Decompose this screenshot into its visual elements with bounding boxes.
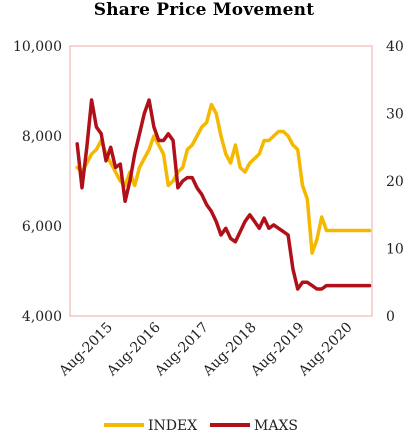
legend-label-maxs: MAXS	[254, 418, 298, 434]
plot-area-frame	[69, 45, 373, 317]
y-right-tick-label: 30	[386, 107, 404, 123]
y-left-tick-label: 8,000	[22, 129, 62, 145]
y-right-tick-label: 20	[386, 174, 404, 190]
y-right-tick-label: 40	[386, 39, 404, 55]
y-left-tick-label: 4,000	[22, 309, 62, 325]
chart-title: Share Price Movement	[93, 0, 315, 20]
series-line-index	[75, 102, 372, 255]
y-right-tick-label: 0	[386, 309, 395, 325]
series-line-maxs	[75, 98, 372, 291]
y-left-tick-label: 10,000	[13, 39, 62, 55]
y-right-tick-label: 10	[386, 242, 404, 258]
y-left-tick-label: 6,000	[22, 219, 62, 235]
legend-label-index: INDEX	[148, 418, 197, 434]
